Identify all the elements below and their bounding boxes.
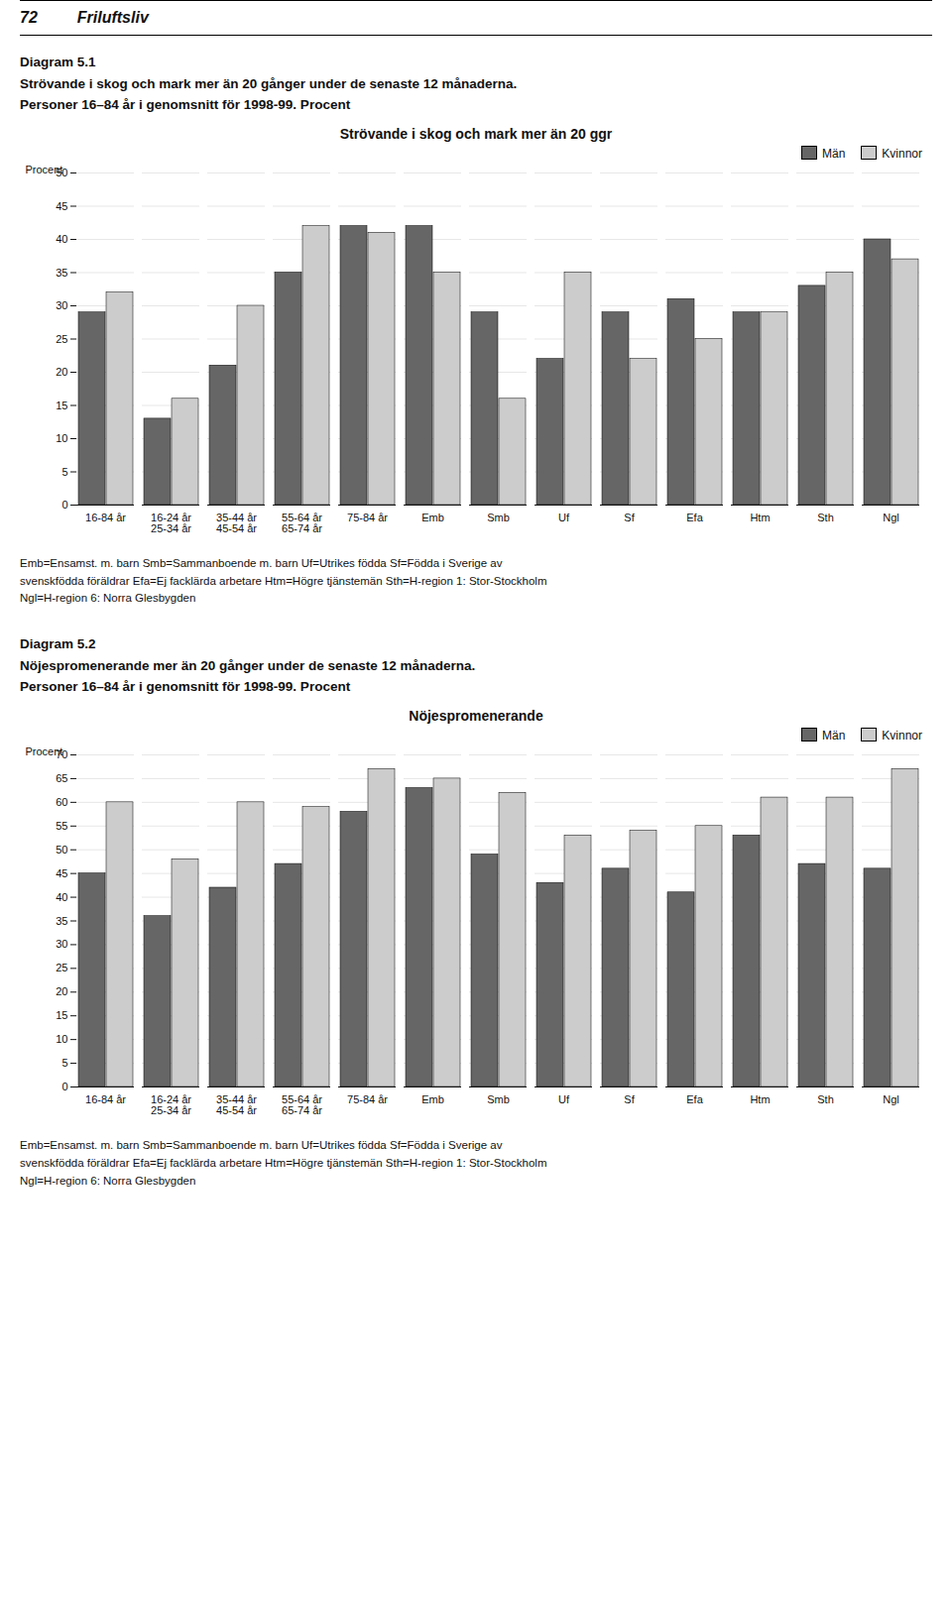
html-text:Kvinnor: Kvinnor [881, 146, 923, 161]
html-text:Nöjespromenerande mer än 20 gå: Nöjespromenerande mer än 20 gånger under… [19, 658, 476, 674]
svg-text:35-44 år45-54 år: 35-44 år45-54 år [216, 1093, 257, 1117]
svg-text:Sth: Sth [817, 1093, 834, 1106]
html-text:Ngl=H-region 6: Norra Glesbygd: Ngl=H-region 6: Norra Glesbygden [19, 1174, 196, 1187]
svg-text:45: 45 [55, 867, 68, 880]
svg-text:Sf: Sf [623, 1093, 635, 1106]
html-text:Ngl=H-region 6: Norra Glesbygd: Ngl=H-region 6: Norra Glesbygden [19, 592, 196, 605]
svg-text:Htm: Htm [749, 511, 770, 524]
svg-text:55: 55 [55, 820, 68, 833]
svg-text:5: 5 [61, 465, 68, 477]
html-text:Strövande i skog och mark mer: Strövande i skog och mark mer än 20 ggr [339, 125, 613, 142]
svg-text:15: 15 [55, 398, 68, 411]
svg-text:Ngl: Ngl [882, 511, 900, 524]
svg-text:35-44 år45-54 år: 35-44 år45-54 år [216, 511, 257, 535]
html-text:Kvinnor: Kvinnor [881, 728, 923, 743]
svg-text:55-64 år65-74 år: 55-64 år65-74 år [281, 511, 323, 535]
svg-text:60: 60 [55, 796, 68, 809]
html-text:Friluftsliv: Friluftsliv [77, 8, 149, 26]
svg-text:Uf: Uf [558, 1093, 571, 1106]
svg-text:10: 10 [55, 1033, 68, 1046]
html-text:Strövande i skog och mark mer: Strövande i skog och mark mer än 20 gång… [19, 75, 517, 91]
svg-text:Sth: Sth [817, 511, 834, 524]
svg-text:75-84 år: 75-84 år [347, 511, 388, 524]
svg-text:Ngl: Ngl [882, 1093, 900, 1106]
svg-text:40: 40 [55, 891, 68, 904]
svg-text:0: 0 [61, 1080, 68, 1093]
svg-text:16-84 år: 16-84 år [85, 1093, 126, 1106]
svg-text:50: 50 [55, 843, 68, 856]
svg-text:Procent: Procent [25, 163, 64, 176]
svg-text:Uf: Uf [558, 511, 571, 524]
html-text:Diagram 5.1: Diagram 5.1 [19, 54, 96, 70]
html-text:svenskfödda föräldrar Efa=Ej f: svenskfödda föräldrar Efa=Ej facklärda a… [19, 574, 547, 587]
svg-text:10: 10 [55, 432, 68, 445]
html-text:Personer 16–84 år i genomsnitt: Personer 16–84 år i genomsnitt för 1998-… [19, 679, 351, 695]
svg-text:55-64 år65-74 år: 55-64 år65-74 år [281, 1093, 323, 1117]
svg-text:65: 65 [55, 772, 68, 785]
svg-text:30: 30 [55, 938, 68, 951]
html-text:Personer 16–84 år i genomsnitt: Personer 16–84 år i genomsnitt för 1998-… [19, 97, 351, 113]
html-text:Män: Män [822, 146, 846, 161]
svg-text:Procent: Procent [25, 745, 64, 758]
svg-text:30: 30 [55, 299, 68, 312]
svg-text:Efa: Efa [686, 1093, 704, 1106]
html-text:Emb=Ensamst. m. barn Smb=Samma: Emb=Ensamst. m. barn Smb=Sammanboende m.… [19, 557, 503, 570]
html-text:Män: Män [822, 728, 846, 743]
svg-text:20: 20 [55, 985, 68, 998]
svg-text:Htm: Htm [749, 1093, 770, 1106]
svg-text:20: 20 [55, 365, 68, 378]
html-text:Emb=Ensamst. m. barn Smb=Samma: Emb=Ensamst. m. barn Smb=Sammanboende m.… [19, 1139, 503, 1152]
html-text:Diagram 5.2: Diagram 5.2 [19, 636, 96, 652]
svg-text:Emb: Emb [421, 1093, 445, 1106]
svg-text:Emb: Emb [421, 511, 445, 524]
svg-text:16-24 år25-34 år: 16-24 år25-34 år [150, 1093, 192, 1117]
html-text:Nöjespromenerande: Nöjespromenerande [408, 708, 544, 724]
svg-text:15: 15 [55, 1009, 68, 1022]
svg-text:16-24 år25-34 år: 16-24 år25-34 år [150, 511, 192, 535]
svg-text:0: 0 [61, 498, 68, 511]
html-text:svenskfödda föräldrar Efa=Ej f: svenskfödda föräldrar Efa=Ej facklärda a… [19, 1157, 547, 1169]
svg-text:35: 35 [55, 265, 68, 278]
svg-text:45: 45 [55, 199, 68, 212]
svg-text:Smb: Smb [486, 511, 510, 524]
svg-text:Sf: Sf [623, 511, 635, 524]
svg-text:75-84 år: 75-84 år [347, 1093, 388, 1106]
svg-text:40: 40 [55, 233, 68, 245]
svg-text:Efa: Efa [686, 511, 704, 524]
svg-text:5: 5 [61, 1057, 68, 1070]
svg-text:25: 25 [55, 332, 68, 345]
svg-text:Smb: Smb [486, 1093, 510, 1106]
svg-text:16-84 år: 16-84 år [85, 511, 126, 524]
svg-text:35: 35 [55, 915, 68, 928]
html-text:72: 72 [19, 8, 38, 26]
svg-text:25: 25 [55, 961, 68, 974]
